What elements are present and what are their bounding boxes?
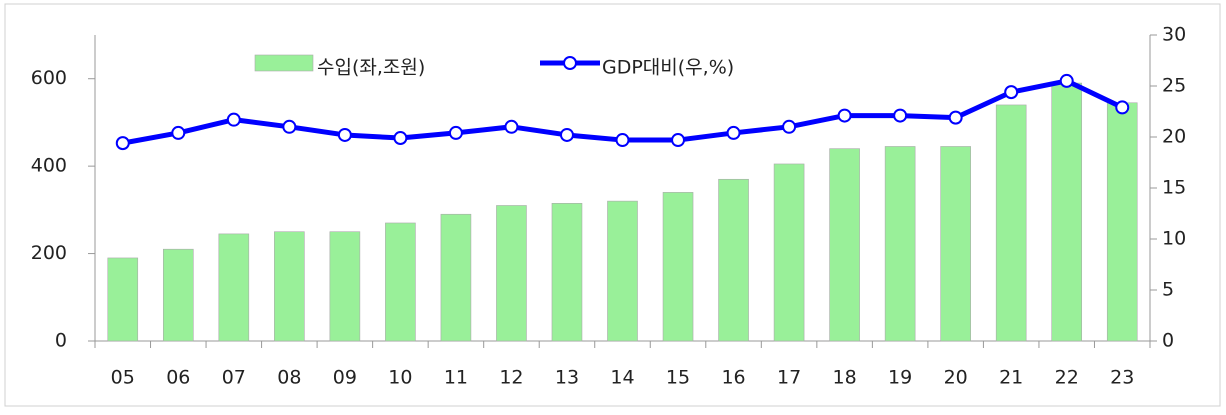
line-marker [559, 127, 574, 142]
line-marker [115, 136, 130, 151]
bar [884, 146, 916, 342]
legend-swatch [254, 54, 314, 72]
x-tick-label: 05 [111, 367, 135, 389]
bar [274, 231, 305, 342]
line-marker [171, 125, 186, 140]
line-marker [226, 112, 241, 127]
y2-tick-label: 0 [1162, 330, 1174, 352]
legend-label: 수입(좌,조원) [317, 57, 425, 79]
bar [940, 146, 971, 342]
y2-tick-label: 5 [1162, 279, 1174, 301]
bar [773, 163, 805, 342]
line-marker [1115, 100, 1130, 115]
x-tick-label: 08 [277, 367, 301, 389]
legend-marker [563, 56, 577, 70]
y-tick-label: 400 [31, 155, 67, 177]
y2-tick-label: 10 [1162, 228, 1186, 250]
x-tick-label: 09 [333, 367, 357, 389]
x-tick-label: 06 [166, 367, 190, 389]
line-marker [393, 131, 408, 146]
line-marker [282, 119, 297, 134]
bar [218, 233, 250, 342]
bar [662, 192, 694, 342]
y-tick-label: 200 [31, 242, 67, 264]
bar [385, 222, 416, 342]
bar [496, 205, 527, 342]
bar [995, 104, 1027, 342]
line-marker [671, 133, 686, 148]
y2-tick-label: 20 [1162, 126, 1186, 148]
line-marker [1059, 73, 1074, 88]
y2-tick-label: 25 [1162, 75, 1186, 97]
bar [1106, 102, 1138, 342]
line-marker [1004, 85, 1019, 100]
x-tick-label: 20 [944, 367, 968, 389]
x-tick-label: 12 [499, 367, 523, 389]
line-marker [726, 125, 741, 140]
bar [440, 213, 472, 342]
line-marker [948, 110, 963, 125]
x-tick-label: 19 [888, 367, 912, 389]
bar [329, 231, 361, 342]
bar [162, 248, 194, 342]
line-marker [337, 127, 352, 142]
line-marker [893, 108, 908, 123]
frame [4, 3, 1221, 407]
bar [718, 178, 749, 342]
legend-label: GDP대비(우,%) [602, 57, 734, 79]
bar [829, 148, 860, 342]
line-marker [504, 119, 519, 134]
y2-tick-label: 30 [1162, 24, 1186, 46]
x-tick-label: 15 [666, 367, 690, 389]
x-tick-label: 17 [777, 367, 801, 389]
line-marker [448, 125, 463, 140]
bar [551, 203, 583, 342]
x-tick-label: 23 [1110, 367, 1134, 389]
y-tick-label: 0 [55, 330, 67, 352]
x-tick-label: 18 [833, 367, 857, 389]
x-tick-label: 11 [444, 367, 468, 389]
x-tick-label: 13 [555, 367, 579, 389]
bar [1051, 82, 1083, 342]
line-marker [615, 133, 630, 148]
x-tick-label: 07 [222, 367, 246, 389]
line-marker [782, 119, 797, 134]
x-tick-label: 10 [388, 367, 412, 389]
x-tick-label: 22 [1055, 367, 1079, 389]
bar [107, 257, 139, 342]
x-tick-label: 21 [999, 367, 1023, 389]
line-marker [837, 108, 852, 123]
y2-tick-label: 15 [1162, 177, 1186, 199]
bar [607, 200, 638, 342]
x-tick-label: 14 [610, 367, 634, 389]
x-tick-label: 16 [721, 367, 745, 389]
y-tick-label: 600 [31, 67, 67, 89]
